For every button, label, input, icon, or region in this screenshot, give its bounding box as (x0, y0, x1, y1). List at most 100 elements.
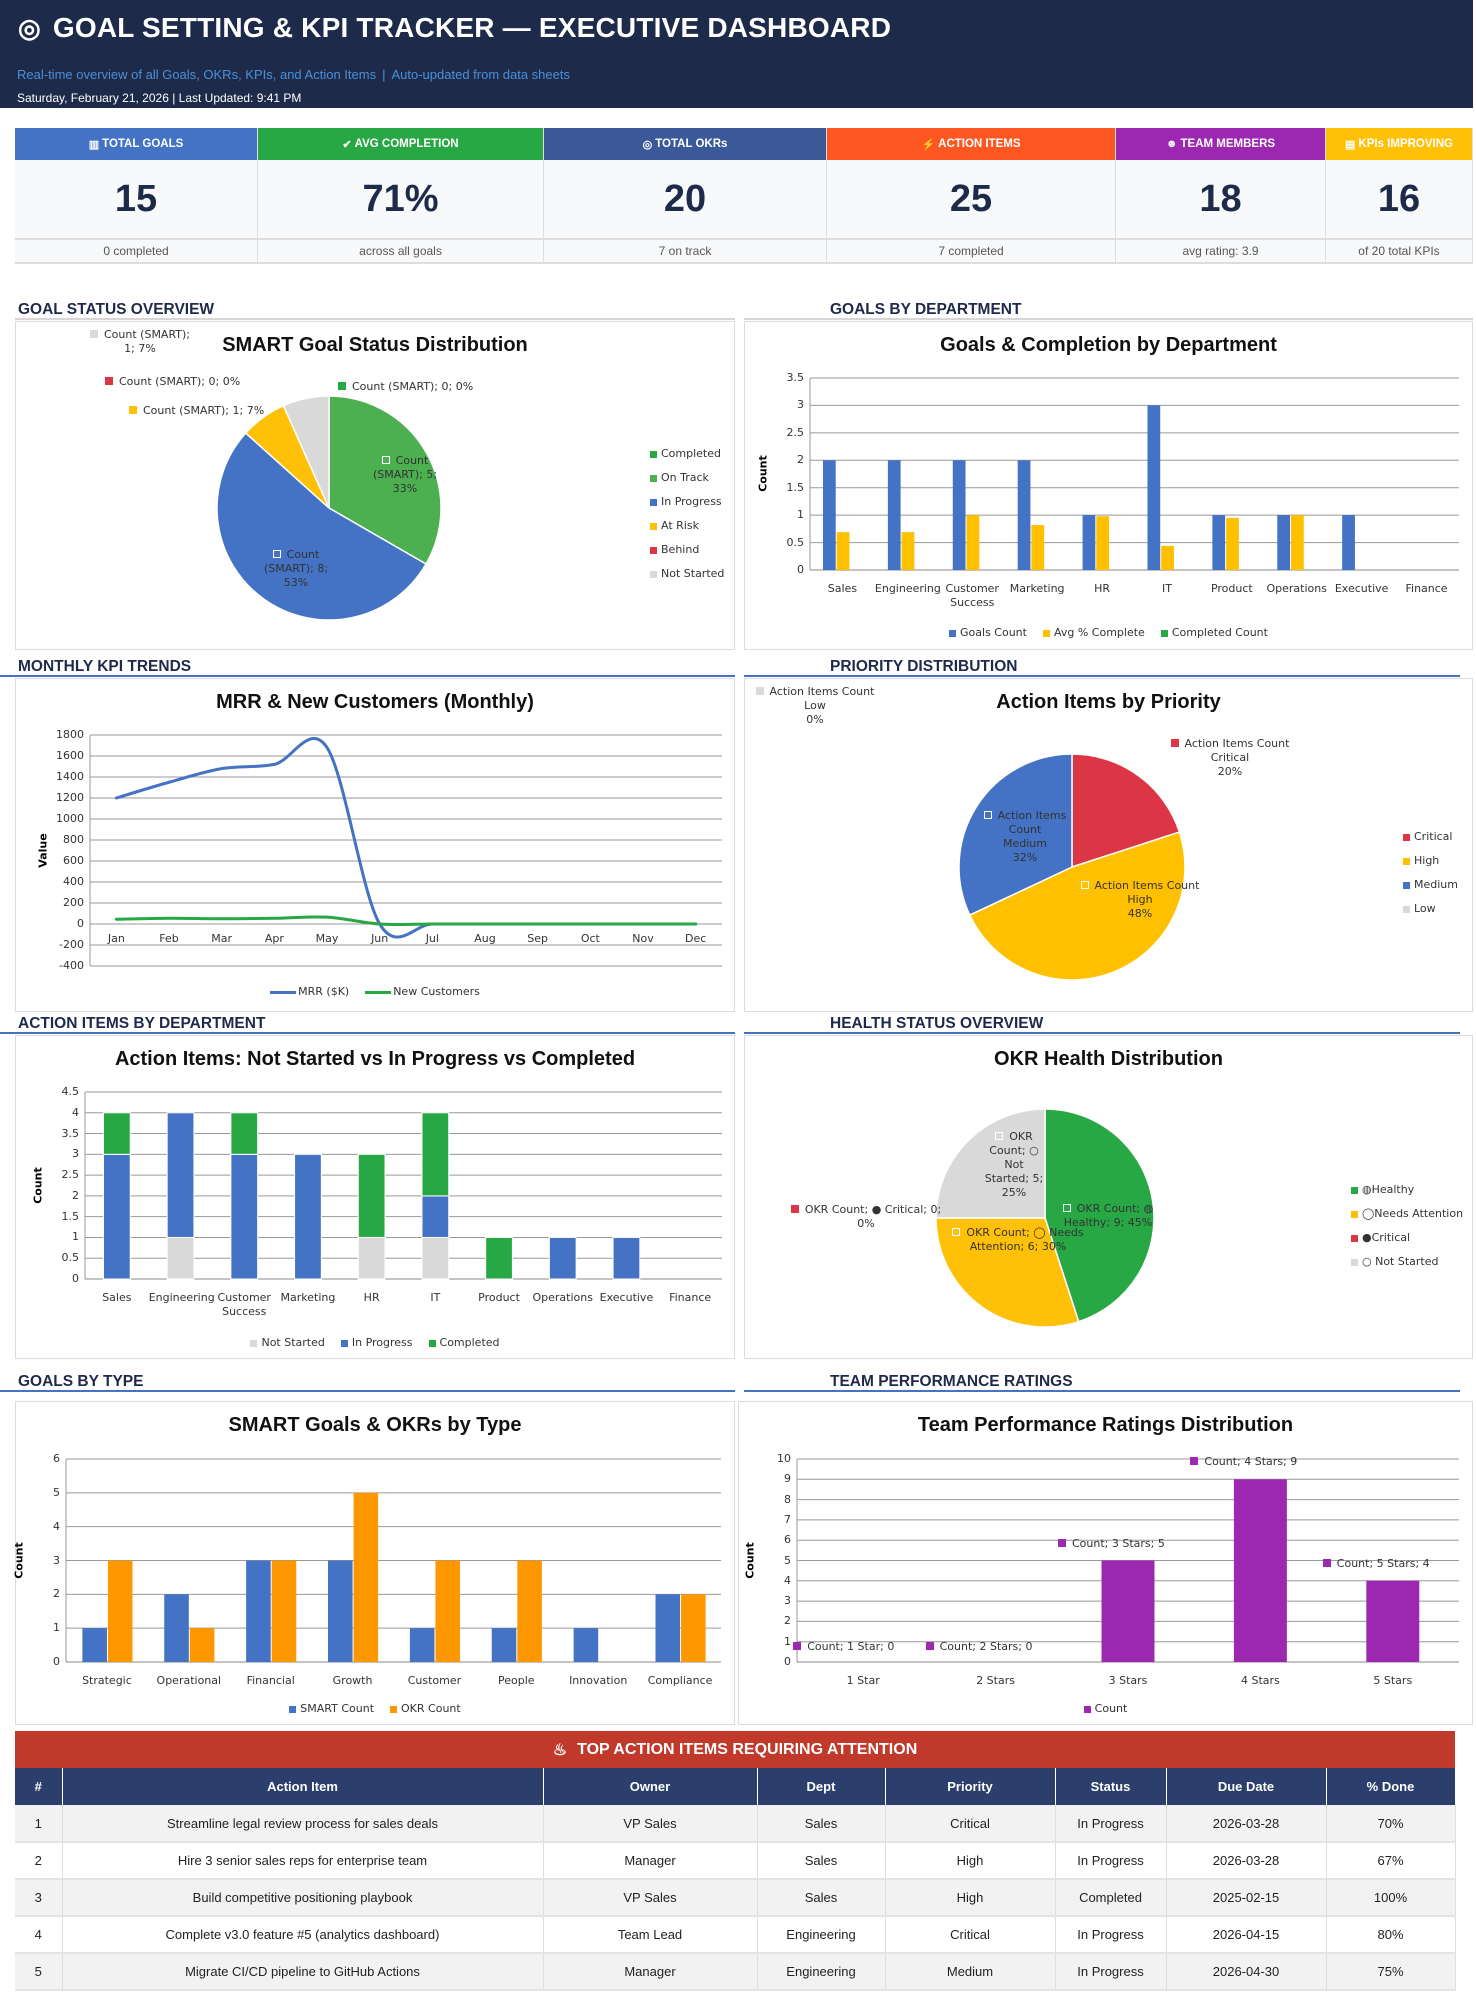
data-label-text: Count (SMART); 1; 7% (143, 404, 265, 417)
pie-slice-not-started[interactable] (282, 395, 330, 509)
bar[interactable] (1101, 1560, 1155, 1663)
bar[interactable] (409, 1628, 435, 1662)
bar[interactable] (822, 460, 836, 570)
bar[interactable] (1096, 516, 1110, 570)
section-title-goal-status: GOAL STATUS OVERVIEW (15, 301, 735, 320)
bar[interactable] (952, 460, 966, 570)
data-label: Action Items Count Low 0% (753, 685, 877, 727)
x-tick-label: Operations (1266, 582, 1327, 595)
data-label-marker (129, 406, 137, 414)
legend-label: New Customers (393, 985, 480, 998)
bar[interactable] (1147, 405, 1161, 570)
bar[interactable] (1031, 525, 1045, 570)
bar[interactable] (1342, 515, 1355, 570)
x-tick-label: IT (1161, 582, 1172, 595)
legend-swatch (650, 522, 657, 530)
bar[interactable] (435, 1560, 460, 1663)
bar[interactable] (491, 1628, 517, 1662)
pie-slice-needs-attention[interactable] (935, 1217, 1080, 1328)
dashboard-header: GOAL SETTING & KPI TRACKER — EXECUTIVE D… (0, 0, 1473, 108)
bar[interactable] (189, 1628, 215, 1662)
pie-slice-not-started[interactable] (935, 1108, 1046, 1219)
bar[interactable] (246, 1560, 271, 1663)
bar[interactable] (164, 1594, 189, 1662)
legend-item: On Track (650, 471, 709, 485)
smart-goal-status-pie-chart: SMART Goal Status Distribution Completed O… (15, 321, 735, 650)
bar[interactable] (271, 1560, 297, 1663)
bar[interactable] (681, 1594, 706, 1662)
legend-label: Behind (661, 543, 700, 556)
pie-slice-healthy[interactable] (1044, 1108, 1155, 1323)
legend-label: Not Started (261, 1336, 325, 1349)
bar-segment[interactable] (230, 1153, 259, 1280)
bar[interactable] (517, 1560, 542, 1663)
bar-segment[interactable] (294, 1153, 322, 1280)
bar-segment[interactable] (485, 1236, 513, 1280)
bar[interactable] (655, 1594, 681, 1662)
line-series-0[interactable] (114, 737, 698, 939)
bar[interactable] (1212, 515, 1226, 570)
line-series-1[interactable] (114, 915, 698, 926)
pie-slice-critical[interactable] (1071, 753, 1181, 869)
bar[interactable] (353, 1492, 379, 1662)
bar[interactable] (1082, 515, 1096, 570)
data-label: Action Items Count Critical 20% (1165, 737, 1295, 779)
bar[interactable] (836, 532, 850, 570)
x-tick-label: Engineering (148, 1291, 215, 1304)
y-tick-label: 1400 (56, 770, 84, 783)
column-header: % Done (1326, 1768, 1456, 1805)
bar-segment[interactable] (357, 1236, 386, 1280)
legend-item: Completed (428, 1336, 500, 1349)
bar[interactable] (1366, 1580, 1420, 1662)
bar[interactable] (82, 1628, 107, 1662)
bar[interactable] (328, 1560, 353, 1663)
table-row[interactable]: 4 Complete v3.0 feature #5 (analytics das… (15, 1916, 1456, 1954)
x-tick-label: Jan (107, 932, 125, 945)
bar-segment[interactable] (102, 1153, 131, 1280)
bar[interactable] (107, 1560, 133, 1663)
bar-segment[interactable] (166, 1236, 195, 1280)
table-row[interactable]: 1 Streamline legal review process for sal… (15, 1805, 1456, 1843)
x-tick-label: IT (430, 1291, 441, 1304)
bar-segment[interactable] (421, 1112, 450, 1197)
data-label: OKR Count; ● Critical; 0; 0% (781, 1203, 951, 1231)
bar[interactable] (1017, 460, 1031, 570)
bar[interactable] (966, 515, 980, 570)
pie-slice-high[interactable] (968, 831, 1186, 981)
bar[interactable] (901, 532, 915, 570)
legend-label: ●Critical (1362, 1231, 1411, 1244)
pie-slice-on-track[interactable] (328, 395, 442, 566)
kpi-card-kpis-improving: KPIs IMPROVING 16 of 20 total KPIs (1326, 128, 1473, 262)
bar-segment[interactable] (421, 1195, 450, 1238)
bar-segment[interactable] (421, 1236, 450, 1280)
table-row[interactable]: 2 Hire 3 senior sales reps for enterprise… (15, 1842, 1456, 1880)
bar-segment[interactable] (612, 1236, 641, 1280)
bar[interactable] (573, 1628, 599, 1662)
pie-slice-medium[interactable] (958, 753, 1073, 917)
legend-item: SMART Count (289, 1702, 374, 1715)
bar[interactable] (1226, 517, 1239, 570)
bar-segment[interactable] (230, 1112, 259, 1155)
bar[interactable] (1233, 1479, 1287, 1662)
y-tick-label: 800 (63, 833, 84, 846)
table-row[interactable]: 5 Migrate CI/CD pipeline to GitHub Action… (15, 1953, 1456, 1991)
bar[interactable] (1277, 515, 1291, 570)
y-tick-label: 2 (53, 1587, 60, 1601)
cell-action-item: Build competitive positioning playbook (62, 1879, 544, 1917)
cell-action-item: Migrate CI/CD pipeline to GitHub Actions (62, 1953, 544, 1991)
bar-segment[interactable] (548, 1236, 577, 1280)
legend-label: Critical (1414, 830, 1453, 843)
cell-owner: VP Sales (543, 1805, 758, 1843)
bar-segment[interactable] (102, 1112, 131, 1155)
pie-slice-in-progress[interactable] (216, 431, 428, 621)
y-tick-label: 4 (72, 1105, 79, 1119)
bar[interactable] (1161, 545, 1174, 570)
section-title-priority: PRIORITY DISTRIBUTION (744, 658, 1460, 677)
bar-segment[interactable] (357, 1153, 386, 1238)
bar[interactable] (1291, 515, 1304, 570)
data-label: Count (SMART); 0; 0% (105, 375, 240, 389)
x-tick-label: 5 Stars (1373, 1674, 1413, 1687)
bar[interactable] (887, 460, 901, 570)
bar-segment[interactable] (166, 1112, 195, 1238)
table-row[interactable]: 3 Build competitive positioning playbook V… (15, 1879, 1456, 1917)
